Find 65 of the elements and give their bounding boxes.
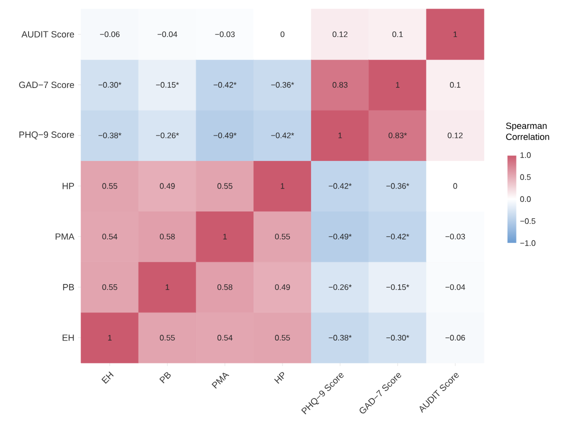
data-label: 0.54 xyxy=(102,234,118,240)
data-label: −0.42* xyxy=(271,132,294,138)
y-tick-label: GAD−7 Score xyxy=(19,82,74,88)
data-label: 0.1 xyxy=(450,82,460,88)
color-bar-label: 0.5 xyxy=(520,174,531,180)
data-label: 1 xyxy=(338,132,342,138)
y-tick-label: AUDIT Score xyxy=(21,31,74,38)
data-label: 0.58 xyxy=(160,234,175,240)
data-label: −0.04 xyxy=(158,31,178,38)
data-label: −0.42* xyxy=(386,234,410,240)
x-tick-label: PB xyxy=(159,372,171,384)
data-label: 0.55 xyxy=(102,284,118,290)
data-label: 0.12 xyxy=(332,31,348,38)
data-label: −0.06 xyxy=(100,31,120,38)
y-tick-label: PHQ−9 Score xyxy=(19,131,74,140)
color-bar-label: 1.0 xyxy=(520,152,531,158)
data-label: 1 xyxy=(280,183,284,189)
data-label: −0.30* xyxy=(98,82,122,88)
data-label: −0.36* xyxy=(271,82,294,88)
color-bar-label: −1.0 xyxy=(520,240,536,246)
data-label: 0.49 xyxy=(160,183,175,189)
color-bar-label: 0.0 xyxy=(520,196,531,202)
data-label: −0.42* xyxy=(328,183,352,189)
data-label: 0.55 xyxy=(102,183,118,189)
data-label: 0.12 xyxy=(448,132,463,138)
data-label: 0.49 xyxy=(275,284,290,290)
data-label: −0.04 xyxy=(445,284,466,290)
data-label: 0.1 xyxy=(392,31,403,38)
y-tick-label: HP xyxy=(62,182,74,190)
data-label: −0.49* xyxy=(328,234,352,240)
data-label: −0.26* xyxy=(156,132,179,138)
data-label: −0.03 xyxy=(215,31,235,38)
data-label: 1 xyxy=(223,234,227,240)
data-label: 1 xyxy=(396,82,400,88)
data-label: 0.55 xyxy=(160,334,175,341)
data-label: 0.83 xyxy=(332,82,348,88)
data-label: 1 xyxy=(108,334,112,340)
data-label: −0.30* xyxy=(386,334,410,341)
data-label: 0.55 xyxy=(217,183,232,189)
data-label: −0.49* xyxy=(214,132,236,138)
data-label: 0.54 xyxy=(217,334,232,341)
color-bar-title: Spearman Correlation xyxy=(506,122,550,140)
data-label: 0 xyxy=(453,183,458,189)
data-label: −0.15* xyxy=(386,284,410,290)
data-label: −0.38* xyxy=(98,132,122,138)
y-tick-label: PMA xyxy=(56,233,74,240)
data-label: −0.42* xyxy=(214,82,236,88)
data-label: −0.03 xyxy=(445,234,465,240)
data-label: −0.36* xyxy=(386,183,410,189)
data-label: 0.83* xyxy=(388,132,407,138)
data-label: 0.58 xyxy=(217,284,232,290)
data-label: 0 xyxy=(280,31,284,38)
x-tick-label: HP xyxy=(274,372,284,384)
data-label: −0.06 xyxy=(445,334,465,341)
x-tick-label: EH xyxy=(101,372,114,384)
data-label: −0.15* xyxy=(156,82,179,88)
data-label: 0.55 xyxy=(275,334,290,341)
data-label: 1 xyxy=(166,284,170,290)
y-tick-label: PB xyxy=(63,284,74,290)
data-label: 0.55 xyxy=(275,234,290,240)
y-tick-label: EH xyxy=(62,334,74,341)
data-label: −0.26* xyxy=(328,284,352,290)
color-bar-label: −0.5 xyxy=(520,218,536,224)
data-label: 1 xyxy=(454,32,458,38)
data-label: −0.38* xyxy=(328,334,352,341)
